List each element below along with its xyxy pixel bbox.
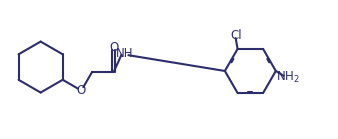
Text: NH: NH bbox=[116, 47, 133, 60]
Text: O: O bbox=[77, 84, 86, 97]
Text: O: O bbox=[109, 41, 118, 54]
Text: Cl: Cl bbox=[231, 29, 242, 42]
Text: NH$_2$: NH$_2$ bbox=[276, 70, 299, 85]
